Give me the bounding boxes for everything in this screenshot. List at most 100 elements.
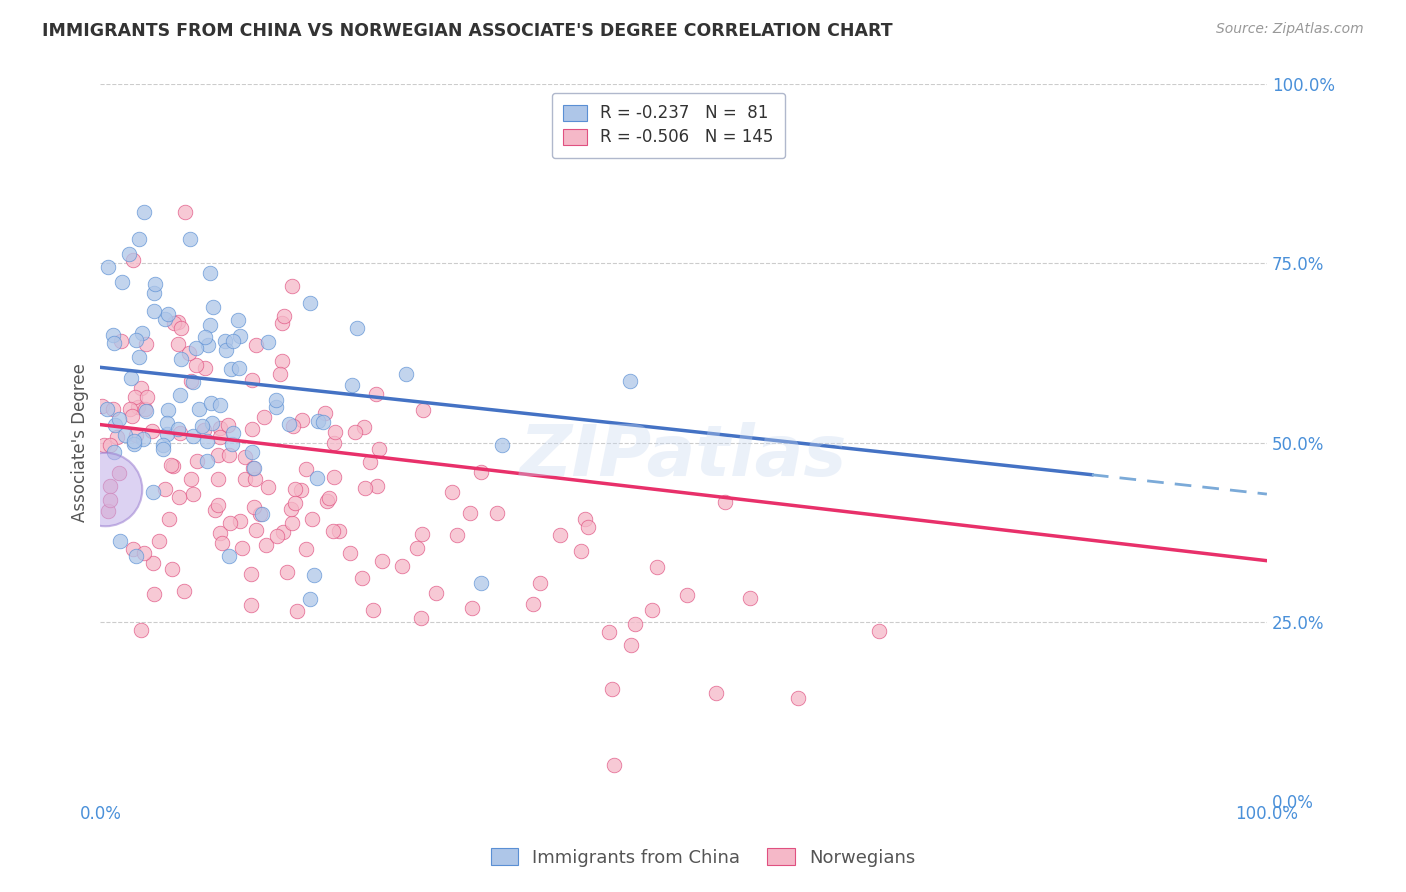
Point [522,597,544,611]
Point [704,686,727,700]
Point [322,436,344,450]
Point [280,502,302,516]
Point [173,205,195,219]
Point [299,296,322,310]
Point [103,445,125,459]
Point [233,472,256,486]
Point [339,545,361,559]
Point [270,354,292,368]
Point [207,472,229,486]
Point [128,232,150,246]
Point [249,507,271,521]
Point [738,591,761,606]
Point [94,482,117,496]
Point [127,400,149,414]
Point [215,343,238,358]
Point [675,588,697,602]
Point [214,334,236,349]
Point [307,414,329,428]
Point [124,434,146,449]
Point [125,549,148,564]
Point [125,333,148,347]
Point [218,549,240,564]
Point [152,442,174,457]
Point [273,309,295,323]
Point [211,536,233,550]
Point [97,260,120,274]
Point [229,514,252,528]
Point [134,204,156,219]
Point [548,528,571,542]
Point [239,567,262,582]
Point [371,554,394,568]
Point [620,638,643,652]
Point [93,438,115,452]
Point [340,378,363,392]
Point [458,506,481,520]
Point [136,390,159,404]
Point [619,375,641,389]
Text: ZIPatlas: ZIPatlas [520,422,848,491]
Point [207,499,229,513]
Point [195,454,218,468]
Point [107,466,129,480]
Point [190,419,212,434]
Point [574,512,596,526]
Point [264,400,287,414]
Point [391,559,413,574]
Point [363,603,385,617]
Point [98,492,121,507]
Point [491,438,513,452]
Point [195,434,218,448]
Point [231,541,253,556]
Point [322,524,344,539]
Point [353,420,375,434]
Point [197,337,219,351]
Point [101,401,124,416]
Point [198,318,221,332]
Text: Source: ZipAtlas.com: Source: ZipAtlas.com [1216,22,1364,37]
Point [152,438,174,452]
Point [156,416,179,430]
Legend: Immigrants from China, Norwegians: Immigrants from China, Norwegians [484,841,922,874]
Point [131,432,153,446]
Point [301,512,323,526]
Point [160,562,183,576]
Point [364,387,387,401]
Point [295,462,318,476]
Point [128,350,150,364]
Point [142,286,165,301]
Point [103,336,125,351]
Point [156,426,179,441]
Point [295,542,318,557]
Point [222,426,245,441]
Point [198,266,221,280]
Point [714,495,737,509]
Point [183,429,205,443]
Point [204,503,226,517]
Point [868,624,890,638]
Point [179,346,201,360]
Y-axis label: Associate's Degree: Associate's Degree [72,363,89,522]
Point [276,565,298,579]
Point [141,425,163,439]
Point [125,428,148,442]
Point [228,360,250,375]
Point [142,556,165,570]
Point [201,300,224,314]
Point [486,506,509,520]
Point [121,409,143,423]
Point [315,494,337,508]
Point [180,472,202,486]
Point [233,450,256,465]
Point [240,598,263,612]
Point [118,402,141,417]
Point [103,327,125,342]
Point [218,448,240,462]
Point [221,361,243,376]
Point [623,617,645,632]
Point [411,611,433,625]
Point [201,416,224,430]
Point [114,428,136,442]
Point [240,373,263,387]
